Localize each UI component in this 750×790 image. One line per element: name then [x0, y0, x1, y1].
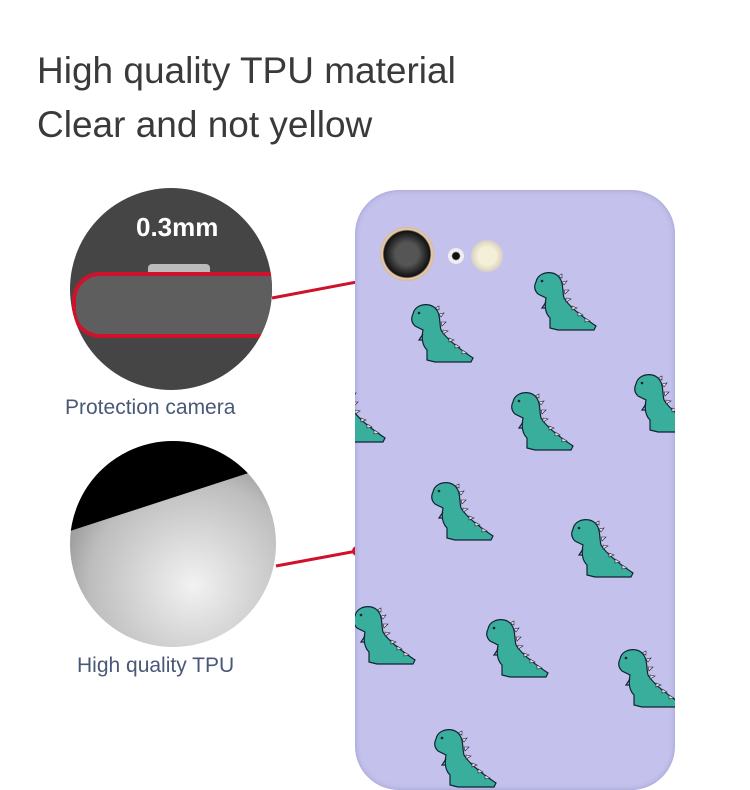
dinosaur-print	[628, 370, 675, 442]
flash-cutout	[471, 240, 503, 272]
headline-line1: High quality TPU material	[37, 50, 456, 91]
dinosaur-print	[505, 388, 577, 460]
headline-line2: Clear and not yellow	[37, 104, 373, 145]
tpu-callout-line	[275, 549, 358, 568]
dinosaur-print	[425, 478, 497, 550]
dinosaur-print	[528, 268, 600, 340]
dinosaur-print	[612, 645, 675, 717]
case-lip	[72, 272, 272, 338]
dinosaur-print	[355, 602, 419, 674]
camera-caption: Protection camera	[65, 396, 236, 419]
thickness-label: 0.3mm	[136, 212, 219, 242]
camera-protection-closeup: 0.3mm	[70, 188, 272, 390]
mic-cutout	[448, 248, 464, 264]
dinosaur-print	[405, 300, 477, 372]
dinosaur-print	[355, 380, 389, 452]
camera-cutout	[380, 227, 434, 281]
phone-case	[355, 190, 675, 790]
tpu-granules-image	[70, 441, 276, 647]
dinosaur-print	[565, 515, 637, 587]
dinosaur-print	[480, 615, 552, 687]
dinosaur-print	[428, 725, 500, 790]
tpu-caption: High quality TPU	[77, 654, 235, 677]
